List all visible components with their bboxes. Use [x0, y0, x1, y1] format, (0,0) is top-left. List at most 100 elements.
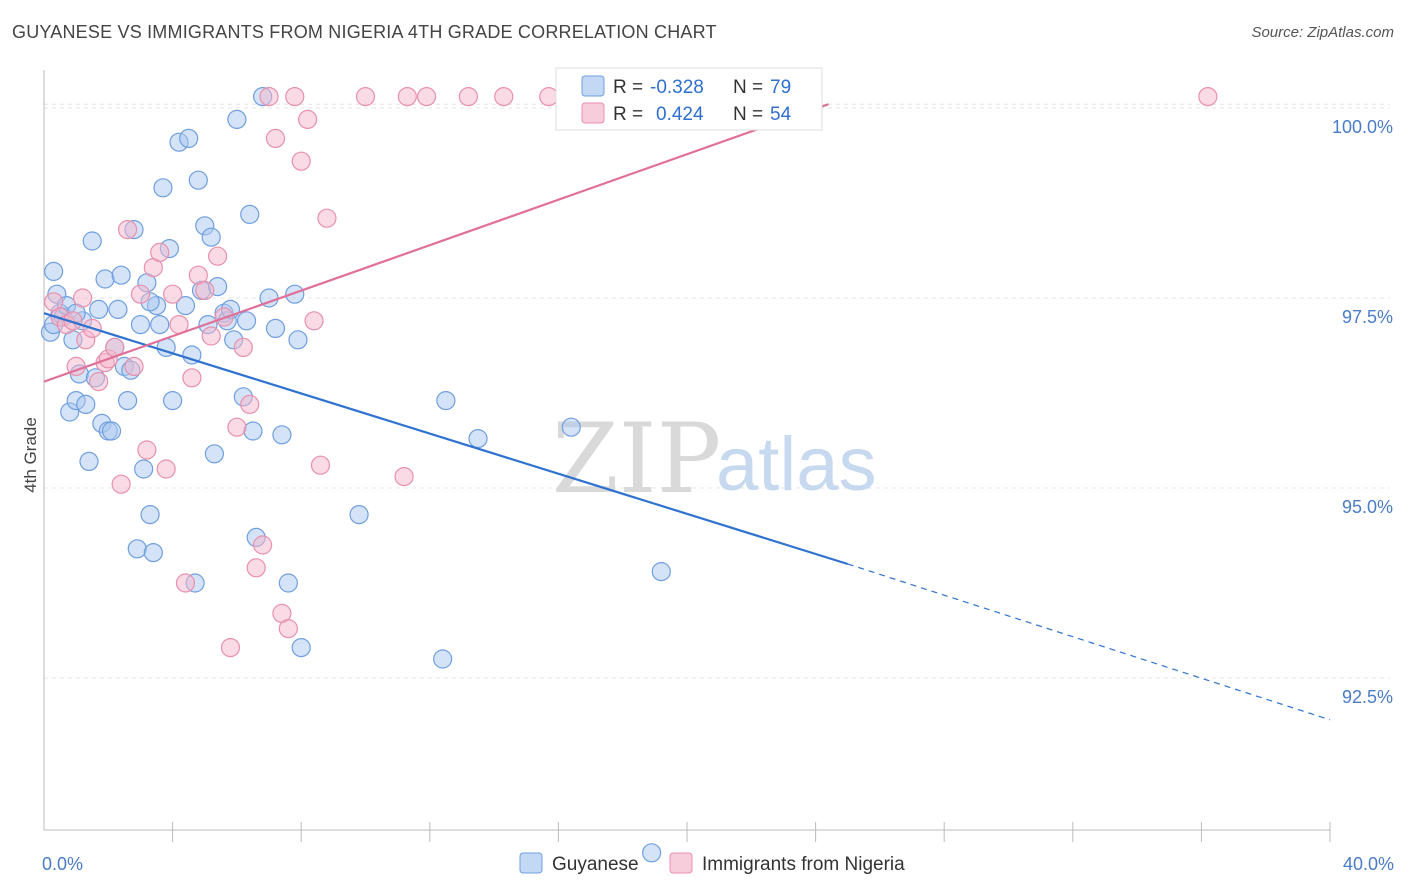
nigeria-point: [458, 86, 478, 107]
guyanese-point: [561, 417, 581, 437]
guyanese-point: [651, 561, 671, 582]
guyanese-point: [101, 421, 122, 441]
guyanese-point: [76, 394, 96, 414]
source-label: Source: ZipAtlas.com: [1251, 24, 1394, 41]
nigeria-point: [150, 242, 170, 262]
legend-n-value-guyanese: 79: [770, 77, 791, 98]
guyanese-trend-line: [43, 312, 849, 566]
legend-n-label-nigeria: N =: [733, 104, 763, 125]
legend-n-label-guyanese: N =: [733, 77, 763, 98]
nigeria-point: [416, 86, 437, 107]
guyanese-point: [272, 425, 292, 445]
nigeria-point: [304, 311, 324, 331]
legend-r-label-nigeria: R =: [613, 104, 643, 125]
nigeria-point: [63, 311, 83, 331]
nigeria-point: [494, 86, 514, 107]
guyanese-point: [433, 649, 453, 669]
nigeria-point: [227, 417, 247, 437]
nigeria-point: [240, 394, 260, 414]
nigeria-point: [182, 368, 202, 388]
nigeria-point: [89, 372, 109, 392]
chart-title: GUYANESE VS IMMIGRANTS FROM NIGERIA 4TH …: [12, 22, 717, 42]
nigeria-point: [253, 535, 273, 555]
guyanese-point: [44, 261, 64, 281]
guyanese-point: [265, 318, 286, 338]
guyanese-point: [436, 391, 456, 411]
guyanese-point: [108, 299, 128, 319]
y-tick-label: 97.5%: [1342, 307, 1393, 327]
guyanese-point: [188, 170, 208, 190]
guyanese-point: [236, 311, 257, 331]
guyanese-point: [285, 284, 305, 304]
guyanese-point: [130, 315, 151, 335]
axes: 100.0% 97.5% 95.0% 92.5% 0.0% 40.0%: [42, 70, 1394, 874]
guyanese-point: [204, 444, 224, 464]
watermark-atlas: atlas: [716, 422, 877, 507]
nigeria-point: [317, 208, 337, 228]
nigeria-point: [175, 573, 196, 593]
legend-r-value-nigeria: 0.424: [656, 104, 704, 125]
guyanese-point: [134, 459, 154, 479]
guyanese-point: [127, 539, 147, 559]
nigeria-point: [72, 288, 93, 308]
guyanese-point: [227, 109, 247, 130]
x-tick-label: 40.0%: [1343, 854, 1394, 874]
nigeria-point: [156, 459, 176, 479]
legend-r-label-guyanese: R =: [613, 77, 643, 98]
legend-n-value-nigeria: 54: [770, 104, 792, 125]
y-tick-label: 100.0%: [1332, 117, 1393, 137]
guyanese-point: [79, 451, 99, 471]
series-legend-swatch-guyanese: [519, 852, 543, 874]
nigeria-point: [124, 356, 144, 376]
nigeria-point: [130, 284, 151, 304]
nigeria-point: [285, 86, 305, 107]
guyanese-point: [179, 128, 199, 148]
guyanese-point: [95, 269, 115, 289]
y-axis-label: 4th Grade: [21, 417, 40, 493]
series-legend: Guyanese Immigrants from Nigeria: [519, 852, 905, 875]
guyanese-point: [243, 421, 263, 441]
nigeria-point: [397, 86, 417, 107]
guyanese-point: [349, 504, 369, 525]
y-tick-label: 92.5%: [1342, 687, 1393, 707]
series-legend-label-nigeria: Immigrants from Nigeria: [702, 854, 905, 875]
guyanese-point: [163, 391, 183, 411]
series-legend-label-guyanese: Guyanese: [552, 854, 639, 875]
guyanese-trend-extension: [847, 563, 1331, 721]
guyanese-point: [182, 345, 202, 365]
nigeria-point: [220, 637, 241, 658]
correlation-legend: R = -0.328 N = 79 R = 0.424 N = 54: [555, 67, 823, 131]
nigeria-point: [291, 151, 311, 171]
nigeria-point: [233, 337, 253, 357]
nigeria-point: [208, 246, 228, 266]
nigeria-point: [298, 109, 318, 130]
nigeria-point: [246, 558, 266, 578]
nigeria-point: [278, 618, 298, 639]
guyanese-point: [82, 231, 102, 251]
guyanese-point: [140, 504, 160, 525]
guyanese-point: [468, 429, 488, 449]
data-points: [40, 86, 1218, 863]
nigeria-point: [201, 326, 221, 346]
guyanese-point: [201, 227, 221, 247]
guyanese-point: [288, 330, 308, 350]
nigeria-point: [117, 220, 138, 240]
guyanese-point: [117, 391, 138, 411]
y-tick-label: 95.0%: [1342, 497, 1393, 517]
nigeria-point: [137, 440, 157, 460]
nigeria-point: [394, 467, 414, 487]
trend-lines: [43, 103, 1331, 721]
guyanese-point: [291, 637, 311, 658]
nigeria-point: [1198, 86, 1218, 107]
guyanese-point: [240, 204, 260, 224]
watermark-zip: ZIP: [552, 403, 721, 515]
nigeria-point: [163, 284, 183, 304]
nigeria-point: [195, 280, 215, 300]
guyanese-point: [150, 315, 170, 335]
nigeria-point: [355, 86, 376, 107]
guyanese-point: [175, 296, 196, 316]
legend-r-value-guyanese: -0.328: [650, 77, 704, 98]
nigeria-point: [259, 86, 279, 107]
series-legend-swatch-nigeria: [669, 852, 693, 874]
